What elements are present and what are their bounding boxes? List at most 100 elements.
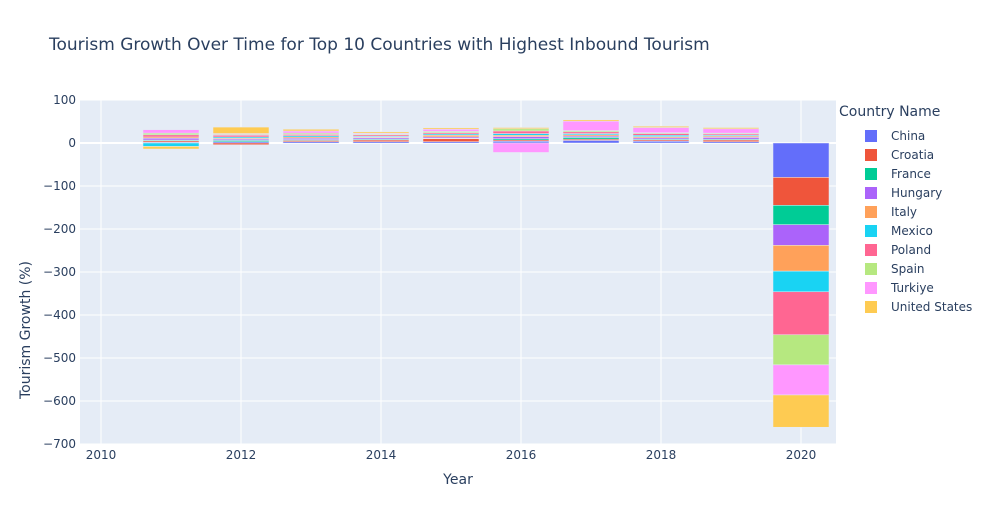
legend-label: Spain — [891, 261, 925, 276]
legend-swatch — [865, 281, 877, 294]
bar-france-2020 — [772, 205, 830, 225]
y-tick-label: −600 — [43, 394, 76, 408]
legend-item-france[interactable]: France — [839, 164, 972, 183]
bar-spain-2016 — [492, 128, 550, 132]
legend-item-italy[interactable]: Italy — [839, 202, 972, 221]
bar-turkiye-2015 — [422, 128, 480, 132]
bar-mexico-2020 — [772, 270, 830, 293]
legend-swatch — [865, 205, 877, 218]
legend-swatch — [865, 243, 877, 256]
bar-poland-2016 — [492, 130, 550, 134]
bar-turkiye-2017 — [562, 120, 620, 131]
bar-france-2017 — [562, 137, 620, 140]
legend-item-china[interactable]: China — [839, 126, 972, 145]
legend: Country Name China Croatia France Hungary It… — [839, 104, 972, 316]
bar-poland-2011 — [142, 134, 200, 138]
bar-spain-2011 — [142, 132, 200, 136]
bar-poland-2017 — [562, 131, 620, 134]
y-tick-label: −500 — [43, 351, 76, 365]
bar-poland-2018 — [632, 133, 690, 136]
legend-swatch — [865, 167, 877, 180]
bar-italy-2020 — [772, 245, 830, 272]
bar-china-2020 — [772, 142, 830, 178]
legend-label: Italy — [891, 204, 918, 219]
bar-united-states-2019 — [702, 127, 760, 130]
bar-united-states-2016 — [492, 127, 550, 130]
y-axis-label: Tourism Growth (%) — [18, 261, 34, 399]
y-tick-label: 0 — [68, 136, 76, 150]
bars — [142, 119, 830, 428]
bar-united-states-2012 — [212, 126, 270, 134]
legend-title: Country Name — [839, 104, 941, 120]
y-axis-ticks: 100 0 −100 −200 −300 −400 −500 −600 −700 — [43, 93, 76, 451]
legend-item-united-states[interactable]: United States — [839, 297, 972, 316]
x-tick-label: 2014 — [366, 448, 397, 462]
bar-italy-2015 — [422, 135, 480, 138]
bar-united-states-2013 — [282, 128, 340, 132]
legend-items: China Croatia France Hungary Italy Mexico Pola… — [839, 126, 972, 316]
legend-swatch — [865, 300, 877, 313]
bar-spain-2020 — [772, 334, 830, 366]
x-axis-label: Year — [443, 472, 473, 488]
bar-mexico-2011 — [142, 142, 200, 147]
legend-label: China — [891, 128, 926, 143]
y-tick-label: 100 — [53, 93, 76, 107]
x-tick-label: 2010 — [86, 448, 117, 462]
y-tick-label: −200 — [43, 222, 76, 236]
bar-mexico-2016 — [492, 133, 550, 136]
bar-china-2016 — [492, 141, 550, 144]
bar-turkiye-2018 — [632, 127, 690, 133]
bar-china-2018 — [632, 141, 690, 144]
bar-turkiye-2020 — [772, 364, 830, 396]
bar-turkiye-2016 — [492, 142, 550, 153]
x-tick-label: 2020 — [786, 448, 817, 462]
y-tick-label: −300 — [43, 265, 76, 279]
legend-label: United States — [891, 299, 973, 314]
x-axis-ticks: 2010 2012 2014 2016 2018 2020 — [86, 448, 817, 462]
legend-item-turkiye[interactable]: Turkiye — [839, 278, 972, 297]
legend-label: Turkiye — [891, 280, 934, 295]
legend-label: Mexico — [891, 223, 933, 238]
x-tick-label: 2016 — [506, 448, 537, 462]
legend-item-mexico[interactable]: Mexico — [839, 221, 972, 240]
bar-hungary-2019 — [702, 137, 760, 140]
bar-united-states-2017 — [562, 119, 620, 122]
legend-item-croatia[interactable]: Croatia — [839, 145, 972, 164]
legend-swatch — [865, 224, 877, 237]
legend-swatch — [865, 129, 877, 142]
y-tick-label: −700 — [43, 437, 76, 451]
legend-item-poland[interactable]: Poland — [839, 240, 972, 259]
bar-croatia-2014 — [352, 139, 410, 142]
bar-turkiye-2019 — [702, 128, 760, 134]
y-tick-label: −400 — [43, 308, 76, 322]
legend-label: Poland — [891, 242, 932, 257]
legend-label: Hungary — [891, 185, 943, 200]
bar-croatia-2015 — [422, 138, 480, 142]
bar-hungary-2016 — [492, 136, 550, 139]
bar-croatia-2012 — [212, 142, 270, 145]
bar-united-states-2014 — [352, 131, 410, 134]
bar-hungary-2020 — [772, 224, 830, 246]
bar-united-states-2015 — [422, 127, 480, 130]
bar-croatia-2019 — [702, 139, 760, 142]
x-tick-label: 2018 — [646, 448, 677, 462]
bar-china-2017 — [562, 140, 620, 144]
bar-turkiye-2013 — [282, 130, 340, 134]
legend-item-spain[interactable]: Spain — [839, 259, 972, 278]
legend-swatch — [865, 148, 877, 161]
bar-turkiye-2011 — [142, 129, 200, 134]
bar-united-states-2020 — [772, 394, 830, 428]
bar-poland-2020 — [772, 291, 830, 336]
chart-title: Tourism Growth Over Time for Top 10 Coun… — [49, 35, 710, 55]
bar-united-states-2011 — [142, 146, 200, 150]
legend-swatch — [865, 262, 877, 275]
legend-item-hungary[interactable]: Hungary — [839, 183, 972, 202]
bar-croatia-2020 — [772, 177, 830, 206]
bar-poland-2012 — [212, 135, 270, 138]
x-tick-label: 2012 — [226, 448, 257, 462]
legend-label: France — [891, 166, 931, 181]
y-tick-label: −100 — [43, 179, 76, 193]
bar-united-states-2018 — [632, 125, 690, 128]
bar-hungary-2011 — [142, 138, 200, 141]
